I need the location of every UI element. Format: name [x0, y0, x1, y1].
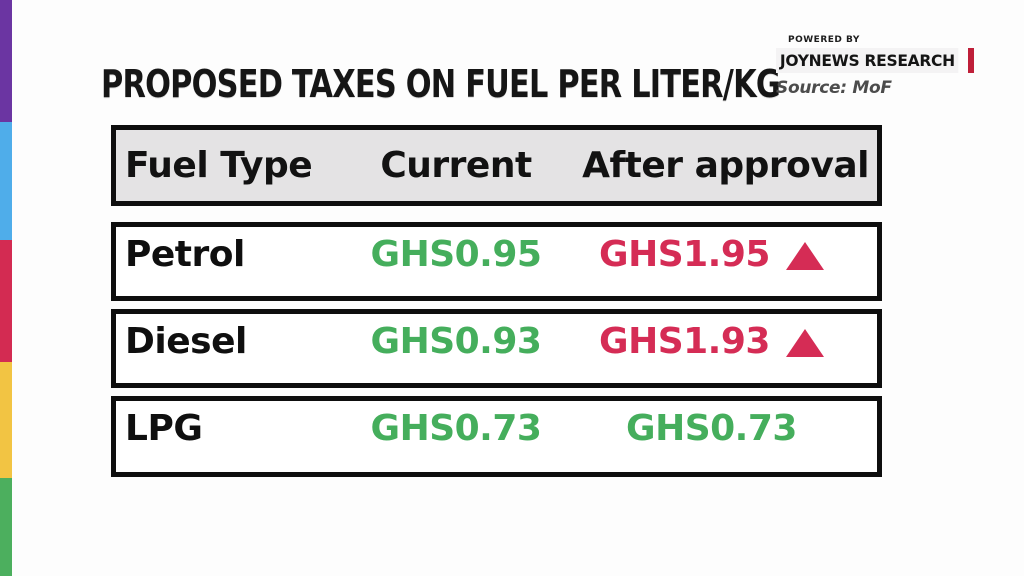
- table-row-lpg: LPG GHS0.73 GHS0.73: [111, 396, 882, 477]
- fuel-label: Diesel: [125, 321, 247, 362]
- powered-by-label: POWERED BY: [788, 35, 860, 45]
- after-approval-value: GHS0.73: [546, 411, 877, 447]
- after-approval-value: GHS1.93: [546, 324, 877, 360]
- brand-block: POWERED BY JOYNEWS RESEARCH Source: MoF: [776, 35, 996, 98]
- table-header-row: Fuel Type Current After approval: [111, 125, 882, 206]
- increase-triangle-icon: [785, 242, 824, 270]
- brand-row: JOYNEWS RESEARCH: [776, 48, 996, 73]
- column-header-fuel-type: Fuel Type: [125, 144, 313, 186]
- after-approval-amount: GHS1.95: [599, 234, 770, 275]
- source-label: Source: MoF: [776, 78, 892, 98]
- after-approval-value: GHS1.95: [546, 237, 877, 273]
- accent-segment-purple: [0, 0, 12, 122]
- accent-segment-green: [0, 478, 12, 576]
- after-approval-amount: GHS0.73: [626, 408, 797, 449]
- brand-red-bar: [968, 48, 975, 73]
- after-approval-amount: GHS1.93: [599, 321, 770, 362]
- accent-bar: [0, 0, 12, 576]
- current-value: GHS0.73: [370, 408, 542, 449]
- page-title: PROPOSED TAXES ON FUEL PER LITER/KG: [101, 62, 781, 106]
- accent-segment-yellow: [0, 362, 12, 478]
- brand-logo-text: JOYNEWS RESEARCH: [776, 48, 959, 73]
- column-header-current: Current: [380, 144, 532, 186]
- table-row-petrol: Petrol GHS0.95 GHS1.95: [111, 222, 882, 301]
- table-row-diesel: Diesel GHS0.93 GHS1.93: [111, 309, 882, 388]
- accent-segment-red: [0, 240, 12, 362]
- accent-segment-blue: [0, 122, 12, 240]
- current-value: GHS0.93: [370, 321, 542, 362]
- fuel-label: LPG: [125, 408, 203, 449]
- increase-triangle-icon: [785, 329, 824, 357]
- column-header-after-approval: After approval: [582, 144, 869, 186]
- current-value: GHS0.95: [370, 234, 542, 275]
- fuel-tax-table: Fuel Type Current After approval Petrol …: [111, 125, 882, 477]
- fuel-label: Petrol: [125, 234, 245, 275]
